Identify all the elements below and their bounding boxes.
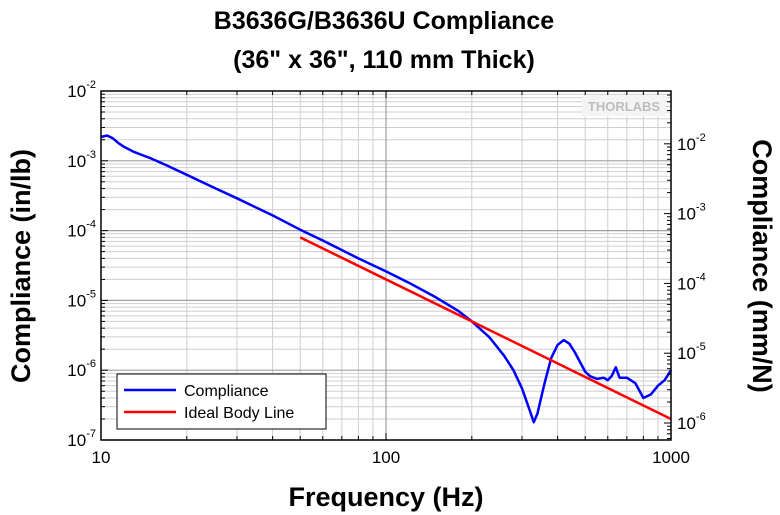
y-tick-label-right-exponent: -3 [696,202,706,214]
y-tick-label-right-base: 10 [677,414,696,433]
y-tick-label-left-exponent: -2 [86,79,96,91]
tick-marks [100,91,671,441]
y-tick-label-right: 10 -3 [677,202,706,224]
y-tick-label-left-exponent: -6 [86,358,96,370]
y-tick-label-left: 10 -4 [67,219,96,241]
y-tick-label-left-exponent: -7 [86,428,96,440]
y-tick-label-left: 10 -5 [67,288,96,310]
y-tick-label-right: 10 -5 [677,341,706,363]
y-tick-label-left-base: 10 [67,291,86,310]
y-tick-label-right-exponent: -4 [696,271,706,283]
y-tick-label-left: 10 -3 [67,149,96,171]
chart-title: B3636G/B3636U Compliance [214,7,555,35]
y-tick-label-left-base: 10 [67,361,86,380]
y-tick-label-left-exponent: -5 [86,288,96,300]
y-tick-label-left: 10 -6 [67,358,96,380]
y-tick-label-left-base: 10 [67,152,86,171]
ideal-body-series-line [299,236,672,421]
y-tick-label-left-exponent: -4 [86,219,96,231]
x-tick-labels: 10 100 1000 [92,448,690,467]
y-tick-label-left: 10 -2 [67,79,96,101]
y-tick-label-right: 10 -4 [677,271,706,293]
y-tick-label-right-base: 10 [677,274,696,293]
x-tick-label: 100 [372,448,400,467]
legend-label-compliance: Compliance [184,383,269,400]
y-tick-label-left-base: 10 [67,431,86,450]
legend: Compliance Ideal Body Line [116,373,327,430]
x-axis-label: Frequency (Hz) [288,482,483,512]
major-gridlines [101,91,671,440]
y-tick-label-left: 10 -7 [67,428,96,450]
y-tick-label-right-base: 10 [677,344,696,363]
y-tick-label-right: 10 -6 [677,411,706,433]
y-tick-label-right-base: 10 [677,205,696,224]
y-tick-labels-left: 10-710-610-510-410-310-2 [67,79,96,450]
compliance-series-line [100,134,673,424]
y-tick-label-left-exponent: -3 [86,149,96,161]
y-tick-label-right-exponent: -5 [696,341,706,353]
y-tick-label-right: 10 -2 [677,132,706,154]
y-axis-label-right: Compliance (mm/N) [747,139,777,393]
watermark-background [582,95,666,116]
y-tick-label-right-base: 10 [677,135,696,154]
y-tick-label-right-exponent: -2 [696,132,706,144]
y-axis-label-left: Compliance (in/lb) [6,149,36,383]
watermark-logo: THORLABS [588,99,661,114]
y-tick-label-left-base: 10 [67,82,86,101]
legend-box [116,373,327,430]
watermark: THORLABS [582,95,666,116]
y-tick-label-right-exponent: -6 [696,411,706,423]
legend-label-ideal-body-line: Ideal Body Line [184,405,294,422]
y-tick-labels-right: 10-610-510-410-310-2 [677,132,706,433]
y-tick-label-left-base: 10 [67,222,86,241]
chart-subtitle: (36" x 36", 110 mm Thick) [233,46,535,74]
x-tick-label: 1000 [652,448,690,467]
series-layer [100,134,673,424]
x-tick-label: 10 [92,448,111,467]
